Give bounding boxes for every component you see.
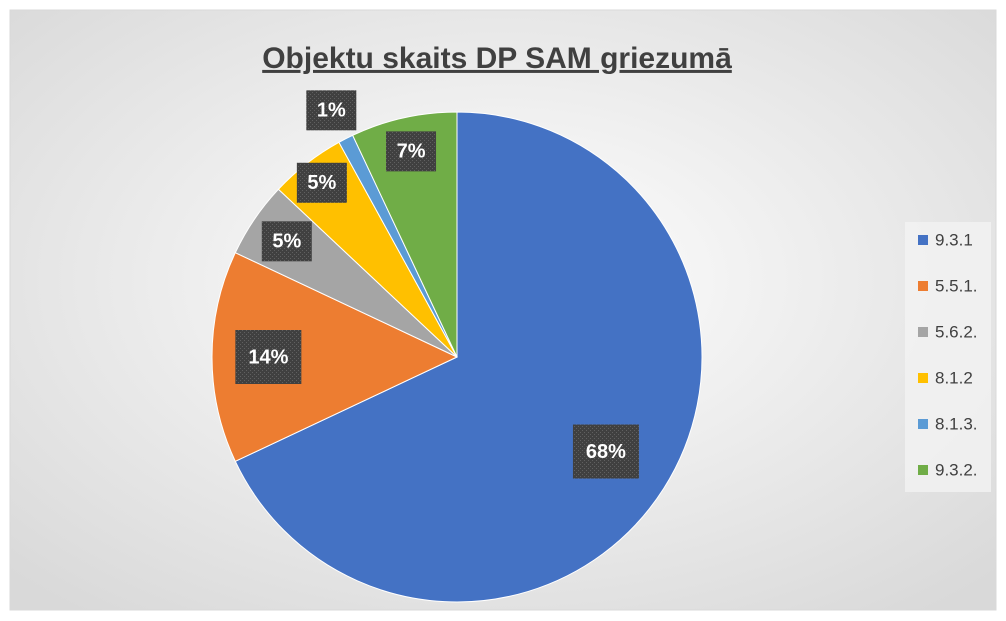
legend-swatch xyxy=(918,327,928,337)
data-label-box xyxy=(306,90,357,131)
legend-label: 8.1.3. xyxy=(935,414,978,433)
legend-swatch xyxy=(918,373,928,383)
chart-title: Objektu skaits DP SAM griezumā xyxy=(262,42,732,75)
pie-slice xyxy=(211,252,459,462)
data-label-box xyxy=(235,330,302,384)
data-label: 68% xyxy=(586,441,626,463)
legend-box xyxy=(905,222,991,492)
data-label-box xyxy=(261,221,312,262)
data-label: 1% xyxy=(317,100,346,122)
legend-swatch xyxy=(918,281,928,291)
legend-swatch xyxy=(918,465,928,475)
data-label: 14% xyxy=(248,346,288,368)
pie-slice xyxy=(234,111,703,603)
legend-swatch xyxy=(918,419,928,429)
data-label: 5% xyxy=(272,231,301,253)
data-label-box xyxy=(296,162,347,203)
data-label-box xyxy=(572,424,639,479)
pie-slice xyxy=(352,111,458,358)
legend-label: 5.5.1. xyxy=(935,276,978,295)
legend-swatch xyxy=(918,235,928,245)
legend-label: 9.3.1 xyxy=(935,230,973,249)
legend-label: 5.6.2. xyxy=(935,322,978,341)
data-label-box xyxy=(386,131,437,172)
data-label: 5% xyxy=(307,172,336,194)
legend-label: 9.3.2. xyxy=(935,460,978,479)
data-label: 7% xyxy=(397,141,426,163)
legend-label: 8.1.2 xyxy=(935,368,973,387)
